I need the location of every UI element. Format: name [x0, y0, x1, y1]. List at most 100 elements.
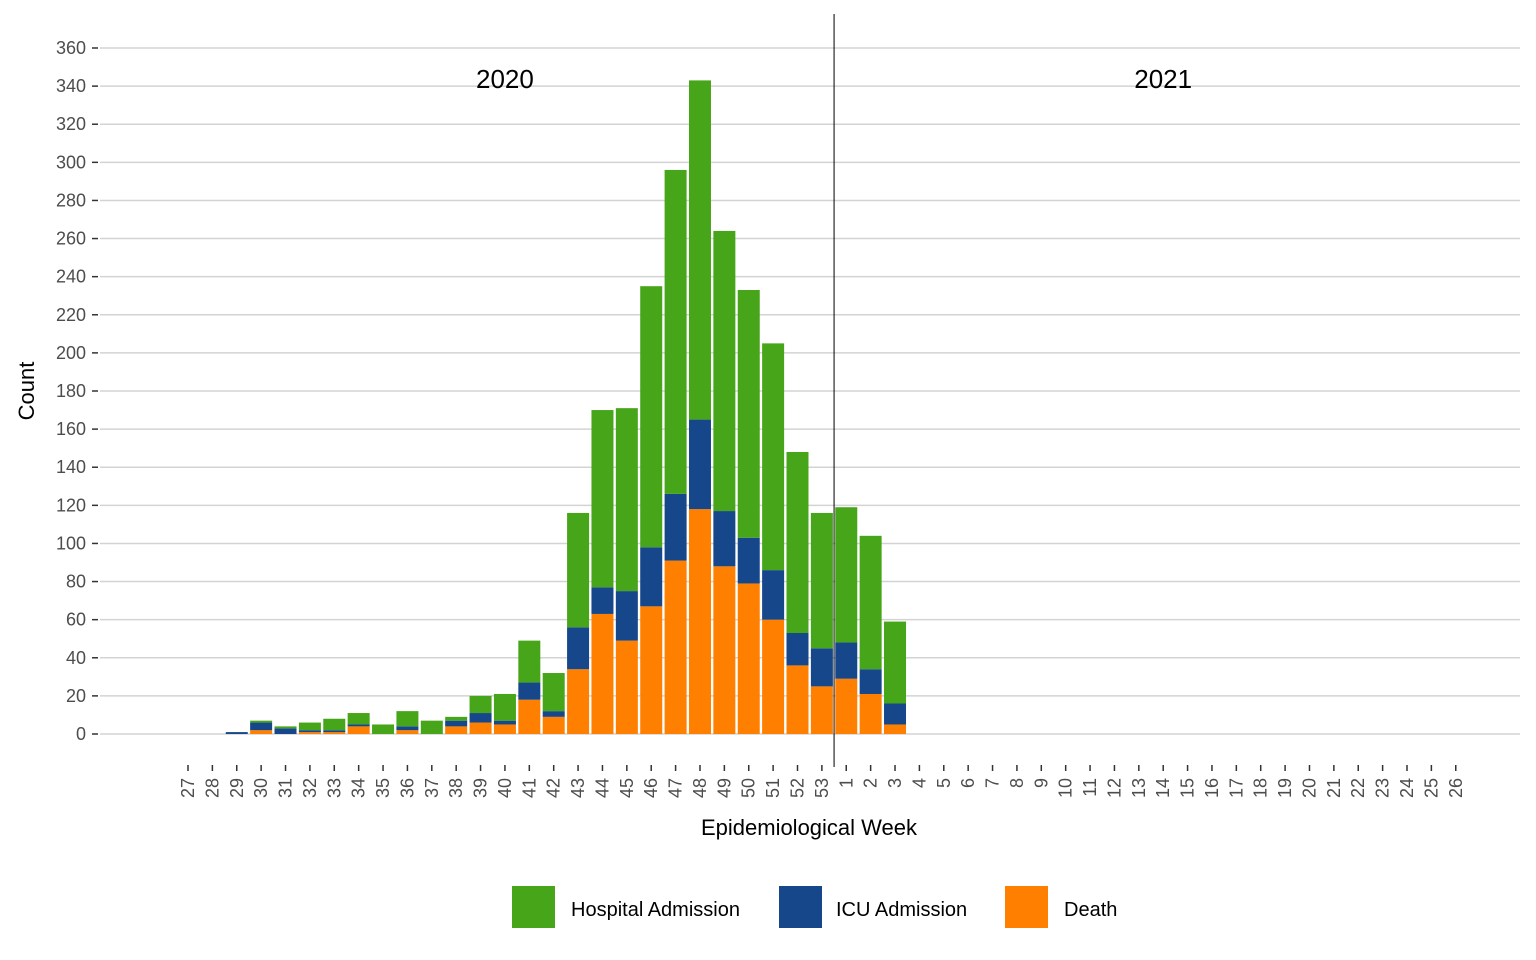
- y-tick-label: 180: [56, 381, 86, 401]
- bar-icu-admission-week-30: [250, 722, 273, 731]
- year-label-2020: 2020: [476, 64, 534, 94]
- x-tick-label: 17: [1226, 778, 1246, 798]
- bar-icu-admission-week-34: [347, 724, 370, 727]
- bar-hospital-admission-week-33: [323, 718, 346, 731]
- bar-icu-admission-week-44: [591, 587, 614, 614]
- bars: [225, 80, 907, 734]
- x-tick-label: 7: [983, 778, 1003, 788]
- y-tick-label: 280: [56, 190, 86, 210]
- x-tick-label: 40: [495, 778, 515, 798]
- bar-death-week-47: [664, 560, 687, 734]
- bar-icu-admission-week-33: [323, 730, 346, 733]
- x-tick-label: 47: [666, 778, 686, 798]
- bar-hospital-admission-week-50: [737, 290, 760, 538]
- y-tick-label: 200: [56, 343, 86, 363]
- bar-death-week-33: [323, 732, 346, 734]
- bar-hospital-admission-week-42: [542, 673, 565, 712]
- x-tick-label: 2: [861, 778, 881, 788]
- bar-hospital-admission-week-36: [396, 711, 419, 727]
- bar-hospital-admission-week-46: [640, 286, 663, 548]
- bar-hospital-admission-week-49: [713, 230, 736, 512]
- y-tick-label: 160: [56, 419, 86, 439]
- x-tick-label: 51: [763, 778, 783, 798]
- y-tick-label: 260: [56, 229, 86, 249]
- bar-death-week-39: [469, 722, 492, 734]
- bar-hospital-admission-week-37: [420, 720, 443, 734]
- x-tick-label: 10: [1056, 778, 1076, 798]
- bar-icu-admission-week-42: [542, 711, 565, 717]
- x-tick-label: 44: [592, 778, 612, 798]
- bar-death-week-38: [445, 726, 468, 734]
- bar-hospital-admission-week-48: [688, 80, 711, 420]
- bar-icu-admission-week-29: [225, 732, 248, 734]
- x-tick-label: 5: [934, 778, 954, 788]
- bar-icu-admission-week-31: [274, 728, 297, 734]
- bar-hospital-admission-week-38: [445, 716, 468, 721]
- bar-hospital-admission-week-39: [469, 695, 492, 714]
- x-tick-label: 48: [690, 778, 710, 798]
- bar-hospital-admission-week-41: [518, 640, 541, 683]
- bar-icu-admission-week-49: [713, 511, 736, 567]
- gridlines: [100, 47, 1520, 735]
- bar-death-week-51: [762, 619, 785, 734]
- x-tick-label: 28: [202, 778, 222, 798]
- bar-death-week-30: [250, 730, 273, 734]
- y-tick-label: 240: [56, 267, 86, 287]
- bar-death-week-2: [859, 693, 882, 734]
- bar-hospital-admission-week-45: [615, 408, 638, 592]
- x-tick-label: 18: [1251, 778, 1271, 798]
- bar-death-week-44: [591, 613, 614, 734]
- bar-death-week-40: [493, 724, 516, 734]
- x-tick-label: 35: [373, 778, 393, 798]
- x-tick-label: 29: [227, 778, 247, 798]
- bar-icu-admission-week-47: [664, 493, 687, 561]
- bar-death-week-42: [542, 716, 565, 734]
- y-tick-label: 120: [56, 495, 86, 515]
- x-tick-label: 27: [178, 778, 198, 798]
- x-tick-label: 16: [1202, 778, 1222, 798]
- x-tick-label: 33: [324, 778, 344, 798]
- bar-hospital-admission-week-52: [786, 451, 809, 634]
- legend-swatch-icu-admission: [779, 886, 822, 928]
- x-tick-label: 22: [1348, 778, 1368, 798]
- bar-icu-admission-week-40: [493, 720, 516, 725]
- x-tick-label: 23: [1373, 778, 1393, 798]
- bar-icu-admission-week-48: [688, 419, 711, 510]
- x-tick-label: 34: [349, 778, 369, 798]
- legend-swatch-hospital-admission: [512, 886, 555, 928]
- bar-icu-admission-week-36: [396, 726, 419, 731]
- legend: Hospital Admission ICU Admission Death: [512, 886, 1117, 928]
- bar-hospital-admission-week-30: [250, 720, 273, 723]
- bar-icu-admission-week-53: [810, 648, 833, 687]
- x-tick-label: 52: [788, 778, 808, 798]
- y-tick-label: 300: [56, 152, 86, 172]
- bar-hospital-admission-week-44: [591, 410, 614, 588]
- bar-death-week-43: [567, 669, 590, 734]
- legend-label: Death: [1064, 899, 1117, 921]
- bar-death-week-1: [835, 678, 858, 734]
- x-tick-label: 13: [1129, 778, 1149, 798]
- x-tick-label: 49: [714, 778, 734, 798]
- y-axis: 0 20 40 60 80 100 120 140 160 180 200 220 240 260 280 3…: [56, 38, 98, 744]
- bar-hospital-admission-week-2: [859, 535, 882, 670]
- bar-hospital-admission-week-35: [372, 724, 395, 734]
- x-tick-label: 30: [251, 778, 271, 798]
- x-tick-label: 1: [836, 778, 856, 788]
- bar-icu-admission-week-52: [786, 633, 809, 666]
- x-tick-label: 14: [1153, 778, 1173, 798]
- bar-death-week-50: [737, 583, 760, 734]
- x-tick-label: 11: [1080, 778, 1100, 797]
- legend-swatch-death: [1005, 886, 1048, 928]
- x-tick-label: 4: [909, 778, 929, 788]
- x-tick-label: 3: [885, 778, 905, 788]
- bar-death-week-34: [347, 726, 370, 734]
- legend-label: ICU Admission: [836, 899, 967, 921]
- x-tick-label: 31: [276, 778, 296, 798]
- bar-icu-admission-week-41: [518, 682, 541, 700]
- bar-hospital-admission-week-47: [664, 169, 687, 494]
- bar-icu-admission-week-46: [640, 547, 663, 607]
- bar-hospital-admission-week-43: [567, 512, 590, 628]
- x-tick-label: 36: [397, 778, 417, 798]
- y-tick-label: 140: [56, 457, 86, 477]
- bar-hospital-admission-week-32: [298, 722, 321, 731]
